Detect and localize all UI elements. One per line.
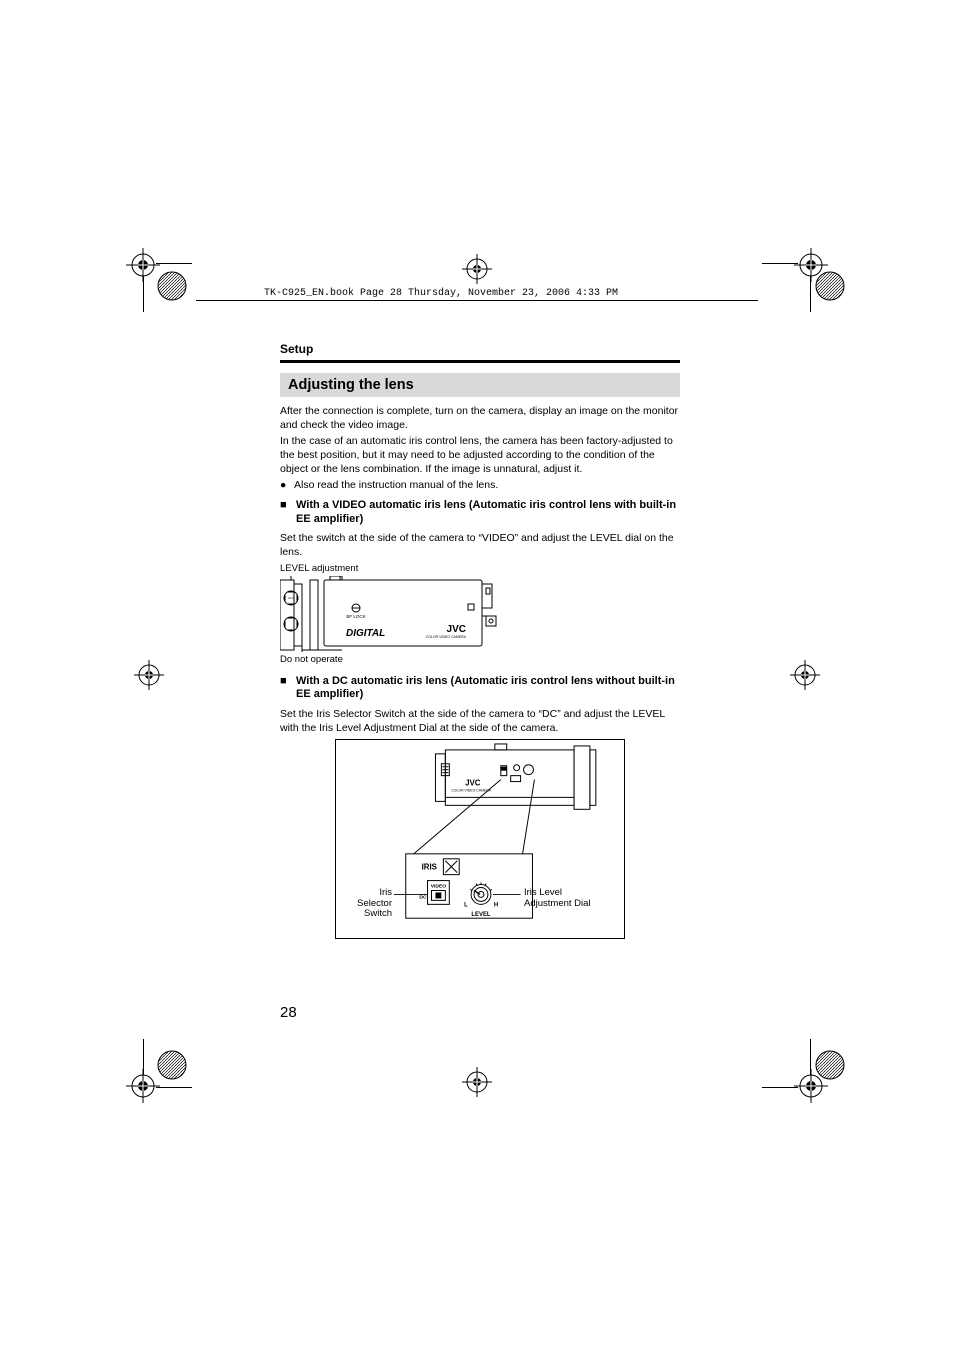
camera-diagram-dc: JVC COLOR VIDEO CAMERA [335, 739, 625, 939]
do-not-operate-label: Do not operate [280, 654, 680, 665]
l-label: L [464, 903, 468, 909]
setup-rule [280, 360, 680, 363]
crop-mark [810, 276, 811, 312]
bullet-icon: ● [280, 479, 294, 493]
hatched-circle-icon [156, 1049, 188, 1081]
bullet-item: ● Also read the instruction manual of th… [280, 479, 680, 493]
bflock-label: BF LOCK [346, 614, 365, 619]
level-label: LEVEL [471, 913, 491, 919]
alc-label: ALC [288, 596, 295, 600]
video-text: VIDEO [431, 884, 447, 890]
crosshair-icon [134, 660, 164, 690]
section-title: Adjusting the lens [280, 373, 680, 397]
dc-text: DC [419, 895, 427, 901]
subheading-text: With a VIDEO automatic iris lens (Automa… [296, 499, 680, 527]
paragraph: After the connection is complete, turn o… [280, 405, 680, 432]
crop-mark [156, 263, 192, 264]
crop-mark [143, 276, 144, 312]
print-page: TK-C925_EN.book Page 28 Thursday, Novemb… [0, 0, 954, 1351]
crop-mark [762, 263, 798, 264]
level-adjustment-label: LEVEL adjustment [280, 563, 680, 574]
paragraph: Set the switch at the side of the camera… [280, 532, 680, 559]
main-content: Setup Adjusting the lens After the conne… [280, 342, 680, 939]
crop-mark [143, 1039, 144, 1075]
iris-level-label: Iris Level Adjustment Dial [524, 888, 604, 909]
square-icon: ■ [280, 499, 296, 527]
subheading: ■ With a DC automatic iris lens (Automat… [280, 675, 680, 703]
camera-diagram-video: ALC AVE PEAK BF LOCK [280, 576, 498, 652]
crosshair-icon [462, 254, 492, 284]
crop-mark [762, 1087, 798, 1088]
hatched-circle-icon [814, 1049, 846, 1081]
subheading: ■ With a VIDEO automatic iris lens (Auto… [280, 499, 680, 527]
jvc-sub: COLOR VIDEO CAMERA [426, 635, 467, 639]
hatched-circle-icon [814, 270, 846, 302]
crop-mark [156, 1087, 192, 1088]
subheading-text: With a DC automatic iris lens (Automatic… [296, 675, 680, 703]
crosshair-icon [462, 1067, 492, 1097]
iris-selector-label: Iris Selector Switch [342, 888, 392, 919]
square-icon: ■ [280, 675, 296, 703]
bullet-text: Also read the instruction manual of the … [294, 479, 498, 493]
h-label: H [494, 903, 498, 909]
crosshair-icon [790, 660, 820, 690]
digital-label: DIGITAL [346, 628, 385, 639]
setup-label: Setup [280, 342, 680, 356]
page-number: 28 [280, 1004, 297, 1021]
header-rule [196, 300, 758, 301]
paragraph: Set the Iris Selector Switch at the side… [280, 708, 680, 735]
paragraph: In the case of an automatic iris control… [280, 435, 680, 476]
iris-label: IRIS [422, 863, 437, 872]
jvc-brand: JVC [447, 624, 466, 635]
crop-mark [810, 1039, 811, 1075]
hatched-circle-icon [156, 270, 188, 302]
camera-diagram-dc-wrap: JVC COLOR VIDEO CAMERA [335, 739, 625, 939]
book-header: TK-C925_EN.book Page 28 Thursday, Novemb… [264, 288, 618, 299]
jvc-brand: JVC [465, 779, 481, 788]
